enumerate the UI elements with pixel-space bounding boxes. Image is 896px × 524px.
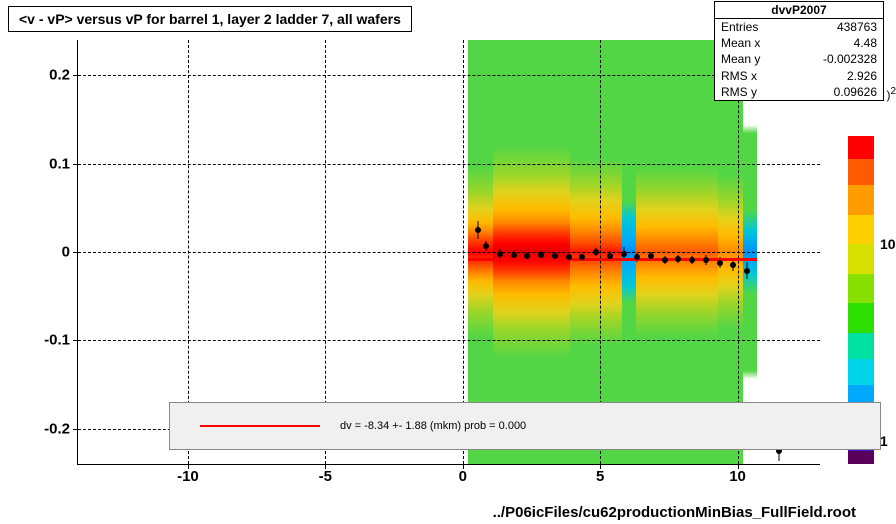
data-point — [579, 254, 585, 260]
colorbar-segment — [848, 159, 874, 185]
stats-row: RMS x2.926 — [715, 68, 883, 84]
colorbar-tick: 10 — [874, 236, 896, 252]
plot-title: <v - vP> versus vP for barrel 1, layer 2… — [8, 6, 412, 32]
gridline-h — [78, 252, 820, 253]
gridline-v — [188, 40, 189, 464]
data-point — [524, 253, 530, 259]
colorbar-segment — [848, 185, 874, 215]
fit-legend-text: dv = -8.34 +- 1.88 (mkm) prob = 0.000 — [340, 420, 526, 432]
data-point — [703, 257, 709, 263]
data-point — [662, 257, 668, 263]
data-point — [689, 257, 695, 263]
fit-line — [468, 258, 757, 261]
colorbar-segment — [848, 303, 874, 333]
data-point — [593, 249, 599, 255]
stats-row: Mean y-0.002328 — [715, 51, 883, 67]
fit-legend-box: dv = -8.34 +- 1.88 (mkm) prob = 0.000 — [169, 402, 881, 450]
data-point — [566, 254, 572, 260]
gridline-v — [600, 40, 601, 464]
plot-area: dv = -8.34 +- 1.88 (mkm) prob = 0.000 -0… — [77, 40, 820, 465]
colorbar-segment — [848, 215, 874, 245]
stats-box: dvvP2007 Entries438763Mean x4.48Mean y-0… — [714, 1, 884, 101]
colorbar-segment — [848, 333, 874, 359]
data-point — [497, 251, 503, 257]
stats-row: RMS y0.09626 — [715, 84, 883, 100]
data-point — [552, 253, 558, 259]
data-point — [634, 254, 640, 260]
colorbar-segment — [848, 274, 874, 304]
fit-legend-line — [200, 425, 320, 427]
gridline-h — [78, 340, 820, 341]
data-point — [717, 260, 723, 266]
gridline-v — [738, 40, 739, 464]
data-point — [648, 253, 654, 259]
data-point — [675, 256, 681, 262]
gridline-h — [78, 164, 820, 165]
colorbar-segment — [848, 451, 874, 464]
colorbar-segment — [848, 359, 874, 385]
stats-row: Entries438763 — [715, 19, 883, 35]
data-point — [511, 252, 517, 258]
stats-row: Mean x4.48 — [715, 35, 883, 51]
data-point — [730, 262, 736, 268]
stats-title: dvvP2007 — [715, 2, 883, 19]
data-point — [475, 227, 481, 233]
data-point — [483, 243, 489, 249]
data-point — [538, 252, 544, 258]
gridline-v — [463, 40, 464, 464]
colorbar-segment — [848, 244, 874, 274]
data-point — [621, 251, 627, 257]
gridline-v — [325, 40, 326, 464]
file-path-label: ../P06icFiles/cu62productionMinBias_Full… — [493, 504, 856, 521]
data-point — [607, 253, 613, 259]
gridline-h — [78, 75, 820, 76]
colorbar-segment — [848, 136, 874, 159]
axis-exponent: )2 — [886, 86, 896, 102]
data-point — [744, 268, 750, 274]
